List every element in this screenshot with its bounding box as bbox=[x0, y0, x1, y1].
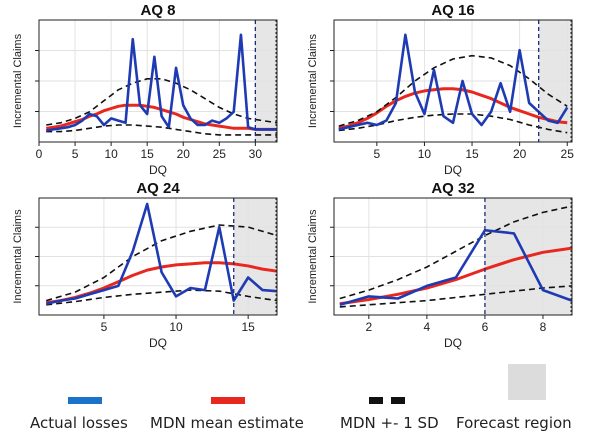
x-tick-label: 20 bbox=[513, 147, 527, 161]
panel-3: AQ 24 5 10 15 DQ Incremental Claims bbox=[12, 180, 278, 350]
series-line bbox=[339, 228, 573, 307]
x-axis-label: DQ bbox=[444, 163, 462, 177]
x-tick-label: 5 bbox=[373, 147, 380, 161]
legend-sd-label: MDN +- 1 SD bbox=[340, 414, 439, 432]
panel-1: AQ 8 0 5 10 15 20 25 30 DQ Incremental Claims bbox=[12, 2, 278, 177]
legend-mean-label: MDN mean estimate bbox=[150, 414, 304, 432]
series-line bbox=[339, 285, 573, 308]
x-tick-label: 5 bbox=[72, 147, 79, 161]
x-axis-label: DQ bbox=[444, 336, 462, 350]
x-tick-label: 25 bbox=[213, 147, 227, 161]
y-axis-label: Incremental Claims bbox=[307, 209, 319, 304]
x-tick-label: 15 bbox=[241, 320, 255, 334]
x-tick-label: 10 bbox=[104, 147, 118, 161]
y-axis-label: Incremental Claims bbox=[307, 33, 319, 128]
x-axis-label: DQ bbox=[149, 336, 167, 350]
x-tick-label: 4 bbox=[424, 320, 431, 334]
x-tick-label: 5 bbox=[101, 320, 108, 334]
panel-title: AQ 32 bbox=[431, 180, 474, 197]
x-tick-label: 10 bbox=[169, 320, 183, 334]
series-line bbox=[338, 33, 569, 131]
series-line bbox=[46, 78, 278, 126]
x-tick-label: 15 bbox=[465, 147, 479, 161]
legend-forecast-swatch bbox=[508, 364, 546, 400]
legend-actual-label: Actual losses bbox=[30, 414, 128, 432]
panel-4: AQ 32 2 4 6 8 DQ Incremental Claims bbox=[307, 180, 573, 350]
x-tick-label: 20 bbox=[177, 147, 191, 161]
x-tick-label: 6 bbox=[482, 320, 489, 334]
panel-title: AQ 8 bbox=[140, 2, 175, 19]
series-line bbox=[46, 124, 277, 136]
legend-actual-swatch bbox=[68, 397, 102, 404]
legend-sd-swatch-a bbox=[369, 397, 383, 404]
series-line bbox=[339, 205, 573, 300]
panel-title: AQ 16 bbox=[431, 2, 474, 19]
x-tick-label: 2 bbox=[365, 320, 372, 334]
x-tick-label: 30 bbox=[249, 147, 263, 161]
x-axis-label: DQ bbox=[149, 163, 167, 177]
y-axis-label: Incremental Claims bbox=[12, 209, 24, 304]
x-tick-label: 15 bbox=[141, 147, 155, 161]
legend-mean-swatch bbox=[211, 397, 245, 404]
y-axis-label: Incremental Claims bbox=[12, 33, 24, 128]
x-tick-label: 25 bbox=[561, 147, 575, 161]
series-line bbox=[338, 54, 568, 127]
legend-sd-swatch-b bbox=[391, 397, 405, 404]
legend-forecast-label: Forecast region bbox=[456, 414, 572, 432]
panel-2: AQ 16 5 10 15 20 25 DQ Incremental Claims bbox=[307, 2, 574, 177]
series-line bbox=[45, 202, 278, 306]
series-line bbox=[338, 87, 568, 130]
series-line bbox=[46, 33, 277, 132]
panel-title: AQ 24 bbox=[136, 180, 180, 197]
x-tick-label: 0 bbox=[36, 147, 43, 161]
x-tick-label: 8 bbox=[540, 320, 547, 334]
series-line bbox=[338, 113, 568, 134]
x-tick-label: 10 bbox=[418, 147, 432, 161]
series-line bbox=[45, 224, 278, 302]
